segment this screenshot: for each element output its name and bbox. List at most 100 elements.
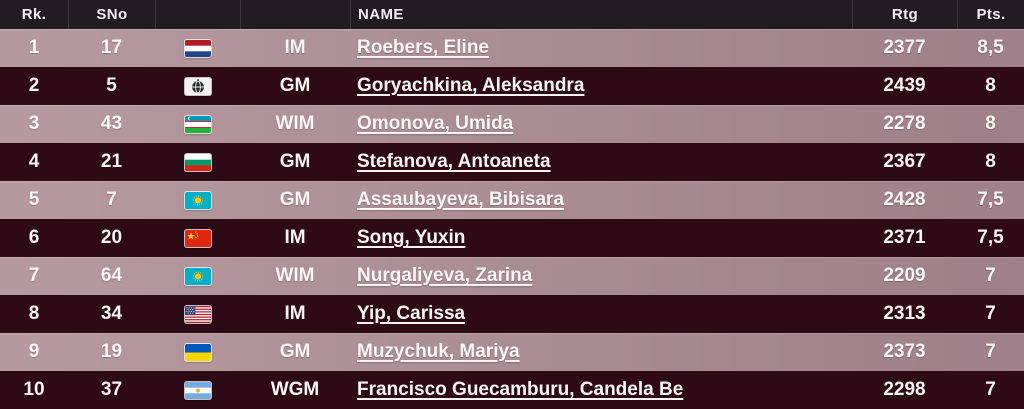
player-name-link[interactable]: Omonova, Umida [357, 113, 514, 134]
header-name: NAME [350, 0, 852, 29]
player-name-link[interactable]: Francisco Guecamburu, Candela Be [357, 379, 684, 400]
points-cell: 8 [985, 113, 996, 134]
header-flag [155, 0, 240, 29]
seed-number-cell: 37 [100, 379, 123, 400]
rating-cell: 2278 [883, 113, 926, 134]
points-cell: 7 [985, 303, 996, 324]
table-header-row: Rk. SNo NAME Rtg Pts. [0, 0, 1024, 29]
player-name-cell: Omonova, Umida [350, 113, 852, 135]
seed-number-cell: 21 [100, 151, 123, 172]
table-row: 3 43 WIM Omonova, Umida 2278 8 [0, 105, 1024, 143]
table-row: 7 64 WIM Nurgaliyeva, Zarina 2209 7 [0, 257, 1024, 295]
table-row: 6 20 IM Song, Yuxin 2371 7,5 [0, 219, 1024, 257]
points-cell: 7,5 [977, 189, 1004, 210]
rank-cell: 10 [23, 379, 45, 400]
player-name-cell: Roebers, Eline [350, 37, 852, 59]
table-row: 4 21 GM Stefanova, Antoaneta 2367 8 [0, 143, 1024, 181]
fide-title-cell: IM [284, 37, 306, 58]
player-name-cell: Muzychuk, Mariya [350, 341, 852, 363]
flag-kaz-icon [184, 191, 211, 209]
flag-cell [155, 115, 240, 133]
rank-cell: 7 [28, 265, 40, 286]
flag-cell [155, 39, 240, 57]
rating-cell: 2298 [883, 379, 926, 400]
table-row: 2 5 GM Goryachkina, Aleksandra 2439 8 [0, 67, 1024, 105]
player-name-link[interactable]: Goryachkina, Aleksandra [357, 75, 585, 96]
flag-uzb-icon [184, 115, 211, 133]
rank-cell: 3 [28, 113, 40, 134]
header-rating: Rtg [852, 0, 957, 29]
rating-cell: 2377 [883, 37, 926, 58]
table-row: 5 7 GM Assaubayeva, Bibisara 2428 7,5 [0, 181, 1024, 219]
table-row: 8 34 IM Yip, Carissa 2313 7 [0, 295, 1024, 333]
points-cell: 7,5 [977, 227, 1004, 248]
seed-number-cell: 34 [100, 303, 123, 324]
seed-number-cell: 64 [100, 265, 123, 286]
player-name-link[interactable]: Song, Yuxin [357, 227, 466, 248]
seed-number-cell: 43 [100, 113, 123, 134]
table-row: 1 17 IM Roebers, Eline 2377 8,5 [0, 29, 1024, 67]
fide-title-cell: GM [279, 75, 311, 96]
seed-number-cell: 20 [100, 227, 123, 248]
header-rank: Rk. [21, 6, 47, 23]
rating-cell: 2313 [883, 303, 926, 324]
flag-cell [155, 229, 240, 247]
player-name-cell: Assaubayeva, Bibisara [350, 189, 852, 211]
points-cell: 8 [985, 151, 996, 172]
flag-chn-icon [184, 229, 211, 247]
player-name-link[interactable]: Assaubayeva, Bibisara [357, 189, 565, 210]
flag-ukr-icon [184, 343, 211, 361]
seed-number-cell: 17 [100, 37, 123, 58]
seed-number-cell: 19 [100, 341, 123, 362]
rank-cell: 4 [28, 151, 40, 172]
flag-bul-icon [184, 153, 211, 171]
header-title [240, 0, 350, 29]
flag-ned-icon [184, 39, 211, 57]
fide-title-cell: IM [284, 303, 306, 324]
player-name-link[interactable]: Stefanova, Antoaneta [357, 151, 551, 172]
player-name-link[interactable]: Yip, Carissa [357, 303, 466, 324]
flag-fide-icon [184, 77, 211, 95]
flag-cell [155, 191, 240, 209]
rank-cell: 9 [28, 341, 40, 362]
rating-cell: 2367 [883, 151, 926, 172]
points-cell: 7 [985, 341, 996, 362]
player-name-cell: Nurgaliyeva, Zarina [350, 265, 852, 287]
rank-cell: 8 [28, 303, 40, 324]
header-seed-number: SNo [68, 0, 155, 29]
flag-usa-icon [184, 305, 211, 323]
fide-title-cell: GM [279, 189, 311, 210]
flag-cell [155, 305, 240, 323]
fide-title-cell: GM [279, 151, 311, 172]
player-name-link[interactable]: Roebers, Eline [357, 37, 489, 58]
rating-cell: 2428 [883, 189, 926, 210]
player-name-link[interactable]: Nurgaliyeva, Zarina [357, 265, 533, 286]
rating-cell: 2439 [883, 75, 926, 96]
points-cell: 8,5 [977, 37, 1004, 58]
player-name-cell: Goryachkina, Aleksandra [350, 75, 852, 97]
rating-cell: 2371 [883, 227, 926, 248]
player-name-cell: Stefanova, Antoaneta [350, 151, 852, 173]
seed-number-cell: 7 [106, 189, 117, 210]
player-name-cell: Francisco Guecamburu, Candela Be [350, 379, 852, 401]
table-row: 10 37 WGM Francisco Guecamburu, Candela … [0, 371, 1024, 409]
rating-cell: 2373 [883, 341, 926, 362]
fide-title-cell: WGM [270, 379, 320, 400]
fide-title-cell: GM [279, 341, 311, 362]
flag-cell [155, 267, 240, 285]
rank-cell: 2 [28, 75, 40, 96]
player-name-link[interactable]: Muzychuk, Mariya [357, 341, 520, 362]
rank-cell: 1 [28, 37, 40, 58]
flag-cell [155, 77, 240, 95]
points-cell: 7 [985, 379, 996, 400]
table-row: 9 19 GM Muzychuk, Mariya 2373 7 [0, 333, 1024, 371]
flag-cell [155, 381, 240, 399]
points-cell: 7 [985, 265, 996, 286]
player-name-cell: Song, Yuxin [350, 227, 852, 249]
fide-title-cell: IM [284, 227, 306, 248]
points-cell: 8 [985, 75, 996, 96]
flag-cell [155, 153, 240, 171]
rank-cell: 5 [28, 189, 40, 210]
flag-cell [155, 343, 240, 361]
